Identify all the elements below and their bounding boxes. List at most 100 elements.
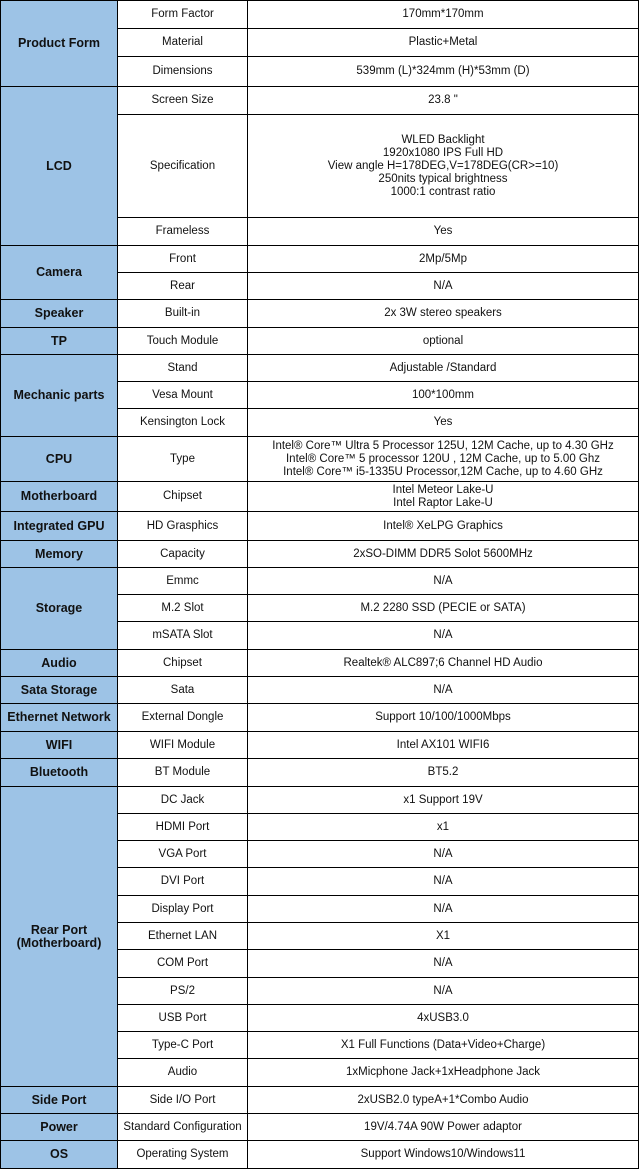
category-cell: WIFI <box>0 731 118 759</box>
table-row: Storage Emmc N/A <box>0 567 639 650</box>
feature-cell: Vesa Mount <box>117 381 248 409</box>
category-cell: Bluetooth <box>0 758 118 787</box>
value-cell: Intel® Core™ Ultra 5 Processor 125U, 12M… <box>247 436 639 482</box>
table-row: Vesa Mount 100*100mm <box>1 381 639 409</box>
feature-cell: Standard Configuration <box>117 1113 248 1141</box>
feature-cell: Frameless <box>117 217 248 246</box>
value-cell: N/A <box>247 272 639 300</box>
value-cell: optional <box>247 327 639 355</box>
table-row: OS Operating System Support Windows10/Wind… <box>0 1140 639 1169</box>
feature-cell: VGA Port <box>117 840 248 868</box>
category-cell: Product Form <box>0 0 118 87</box>
table-row: Motherboard Chipset Intel Meteor Lake-U In… <box>0 481 639 512</box>
table-row: Audio 1xMicphone Jack+1xHeadphone Jack <box>1 1058 639 1087</box>
feature-cell: mSATA Slot <box>117 621 248 650</box>
table-row: Material Plastic+Metal <box>1 28 639 57</box>
feature-cell: Operating System <box>117 1140 248 1169</box>
table-row: Ethernet Network External Dongle Support 1… <box>0 703 639 732</box>
feature-cell: Kensington Lock <box>117 408 248 437</box>
category-cell: Storage <box>0 567 118 650</box>
table-row: USB Port 4xUSB3.0 <box>1 1004 639 1032</box>
category-cell: Side Port <box>0 1086 118 1114</box>
feature-cell: HDMI Port <box>117 813 248 841</box>
category-cell: TP <box>0 327 118 355</box>
feature-cell: Stand <box>117 354 248 382</box>
value-cell: N/A <box>247 949 639 978</box>
category-cell: CPU <box>0 436 118 482</box>
feature-cell: Capacity <box>117 540 248 568</box>
table-row: Speaker Built-in 2x 3W stereo speakers <box>0 299 639 328</box>
feature-cell: COM Port <box>117 949 248 978</box>
category-cell: Sata Storage <box>0 676 118 704</box>
value-cell: Realtek® ALC897;6 Channel HD Audio <box>247 649 639 677</box>
value-cell: N/A <box>247 840 639 868</box>
feature-cell: Type-C Port <box>117 1031 248 1059</box>
value-cell: 100*100mm <box>247 381 639 409</box>
category-cell: Motherboard <box>0 481 118 512</box>
value-cell: N/A <box>247 895 639 923</box>
category-cell: Memory <box>0 540 118 568</box>
table-row: M.2 Slot M.2 2280 SSD (PECIE or SATA) <box>1 594 639 622</box>
value-cell: x1 <box>247 813 639 841</box>
table-row: COM Port N/A <box>1 949 639 978</box>
table-row: Camera Front 2Mp/5Mp <box>0 245 639 300</box>
value-cell: 19V/4.74A 90W Power adaptor <box>247 1113 639 1141</box>
feature-cell: Chipset <box>117 481 248 512</box>
feature-cell: Sata <box>117 676 248 704</box>
table-row: Mechanic parts Stand Adjustable /Standard <box>0 354 639 437</box>
category-cell: Camera <box>0 245 118 300</box>
table-row: CPU Type Intel® Core™ Ultra 5 Processor 12… <box>0 436 639 482</box>
value-cell: N/A <box>247 676 639 704</box>
value-cell: Support 10/100/1000Mbps <box>247 703 639 732</box>
feature-cell: BT Module <box>117 758 248 787</box>
feature-cell: Audio <box>117 1058 248 1087</box>
feature-cell: Rear <box>117 272 248 300</box>
feature-cell: Form Factor <box>117 0 248 29</box>
value-cell: Intel Meteor Lake-U Intel Raptor Lake-U <box>247 481 639 512</box>
value-cell: N/A <box>247 567 639 595</box>
value-cell: 23.8 " <box>247 86 639 115</box>
table-row: Audio Chipset Realtek® ALC897;6 Channel HD… <box>0 649 639 677</box>
value-cell: BT5.2 <box>247 758 639 787</box>
value-cell: 2xSO-DIMM DDR5 Solot 5600MHz <box>247 540 639 568</box>
value-cell: 2Mp/5Mp <box>247 245 639 273</box>
feature-cell: DVI Port <box>117 867 248 896</box>
category-cell: LCD <box>0 86 118 246</box>
category-cell: Mechanic parts <box>0 354 118 437</box>
table-row: Memory Capacity 2xSO-DIMM DDR5 Solot 5600M… <box>0 540 639 568</box>
value-cell: N/A <box>247 867 639 896</box>
table-row: Product Form Form Factor 170mm*170mm <box>0 0 639 87</box>
table-row: Dimensions 539mm (L)*324mm (H)*53mm (D) <box>1 56 639 87</box>
table-row: Side Port Side I/O Port 2xUSB2.0 typeA+1*C… <box>0 1086 639 1114</box>
value-cell: Intel® XeLPG Graphics <box>247 511 639 541</box>
table-row: Rear Port (Motherboard) DC Jack x1 Support… <box>0 786 639 1087</box>
category-cell: Power <box>0 1113 118 1141</box>
table-row: Type-C Port X1 Full Functions (Data+Video… <box>1 1031 639 1059</box>
feature-cell: HD Grasphics <box>117 511 248 541</box>
value-cell: 1xMicphone Jack+1xHeadphone Jack <box>247 1058 639 1087</box>
category-cell: Audio <box>0 649 118 677</box>
feature-cell: WIFI Module <box>117 731 248 759</box>
feature-cell: Touch Module <box>117 327 248 355</box>
value-cell: Yes <box>247 217 639 246</box>
table-row: Sata Storage Sata N/A <box>0 676 639 704</box>
value-cell: Support Windows10/Windows11 <box>247 1140 639 1169</box>
feature-cell: M.2 Slot <box>117 594 248 622</box>
table-row: Bluetooth BT Module BT5.2 <box>0 758 639 787</box>
value-cell: 539mm (L)*324mm (H)*53mm (D) <box>247 56 639 87</box>
feature-cell: Front <box>117 245 248 273</box>
table-row: Kensington Lock Yes <box>1 408 639 437</box>
feature-cell: Material <box>117 28 248 57</box>
category-cell: Rear Port (Motherboard) <box>0 786 118 1087</box>
feature-cell: Type <box>117 436 248 482</box>
feature-cell: Screen Size <box>117 86 248 115</box>
feature-cell: Emmc <box>117 567 248 595</box>
value-cell: x1 Support 19V <box>247 786 639 814</box>
value-cell: X1 Full Functions (Data+Video+Charge) <box>247 1031 639 1059</box>
category-cell: Integrated GPU <box>0 511 118 541</box>
feature-cell: Display Port <box>117 895 248 923</box>
category-cell: Speaker <box>0 299 118 328</box>
table-row: PS/2 N/A <box>1 977 639 1005</box>
value-cell: N/A <box>247 621 639 650</box>
